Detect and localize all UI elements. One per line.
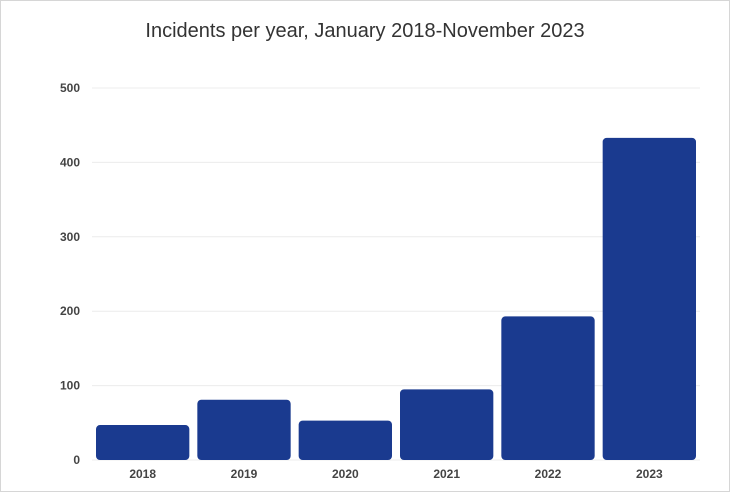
x-tick-label: 2020 [332, 467, 359, 481]
y-tick-label: 500 [60, 81, 80, 95]
bar-2020 [298, 420, 392, 460]
bars [96, 137, 696, 460]
x-tick-label: 2018 [129, 467, 156, 481]
y-tick-label: 300 [60, 230, 80, 244]
y-tick-label: 100 [60, 379, 80, 393]
y-tick-label: 200 [60, 304, 80, 318]
y-tick-label: 400 [60, 155, 80, 169]
bar-2022 [501, 316, 595, 460]
chart-title: Incidents per year, January 2018-Novembe… [145, 20, 585, 42]
x-tick-label: 2022 [535, 467, 562, 481]
y-tick-label: 0 [73, 453, 80, 467]
y-axis-ticks: 0 100 200 300 400 500 [60, 81, 80, 467]
bar-2019 [197, 399, 291, 460]
x-tick-label: 2021 [433, 467, 460, 481]
x-axis-ticks: 2018 2019 2020 2021 2022 2023 [129, 467, 663, 481]
bar-2023 [602, 137, 696, 460]
x-tick-label: 2023 [636, 467, 663, 481]
bar-2021 [400, 389, 494, 460]
x-tick-label: 2019 [231, 467, 258, 481]
bar-2018 [96, 425, 190, 460]
gridlines [92, 87, 700, 461]
